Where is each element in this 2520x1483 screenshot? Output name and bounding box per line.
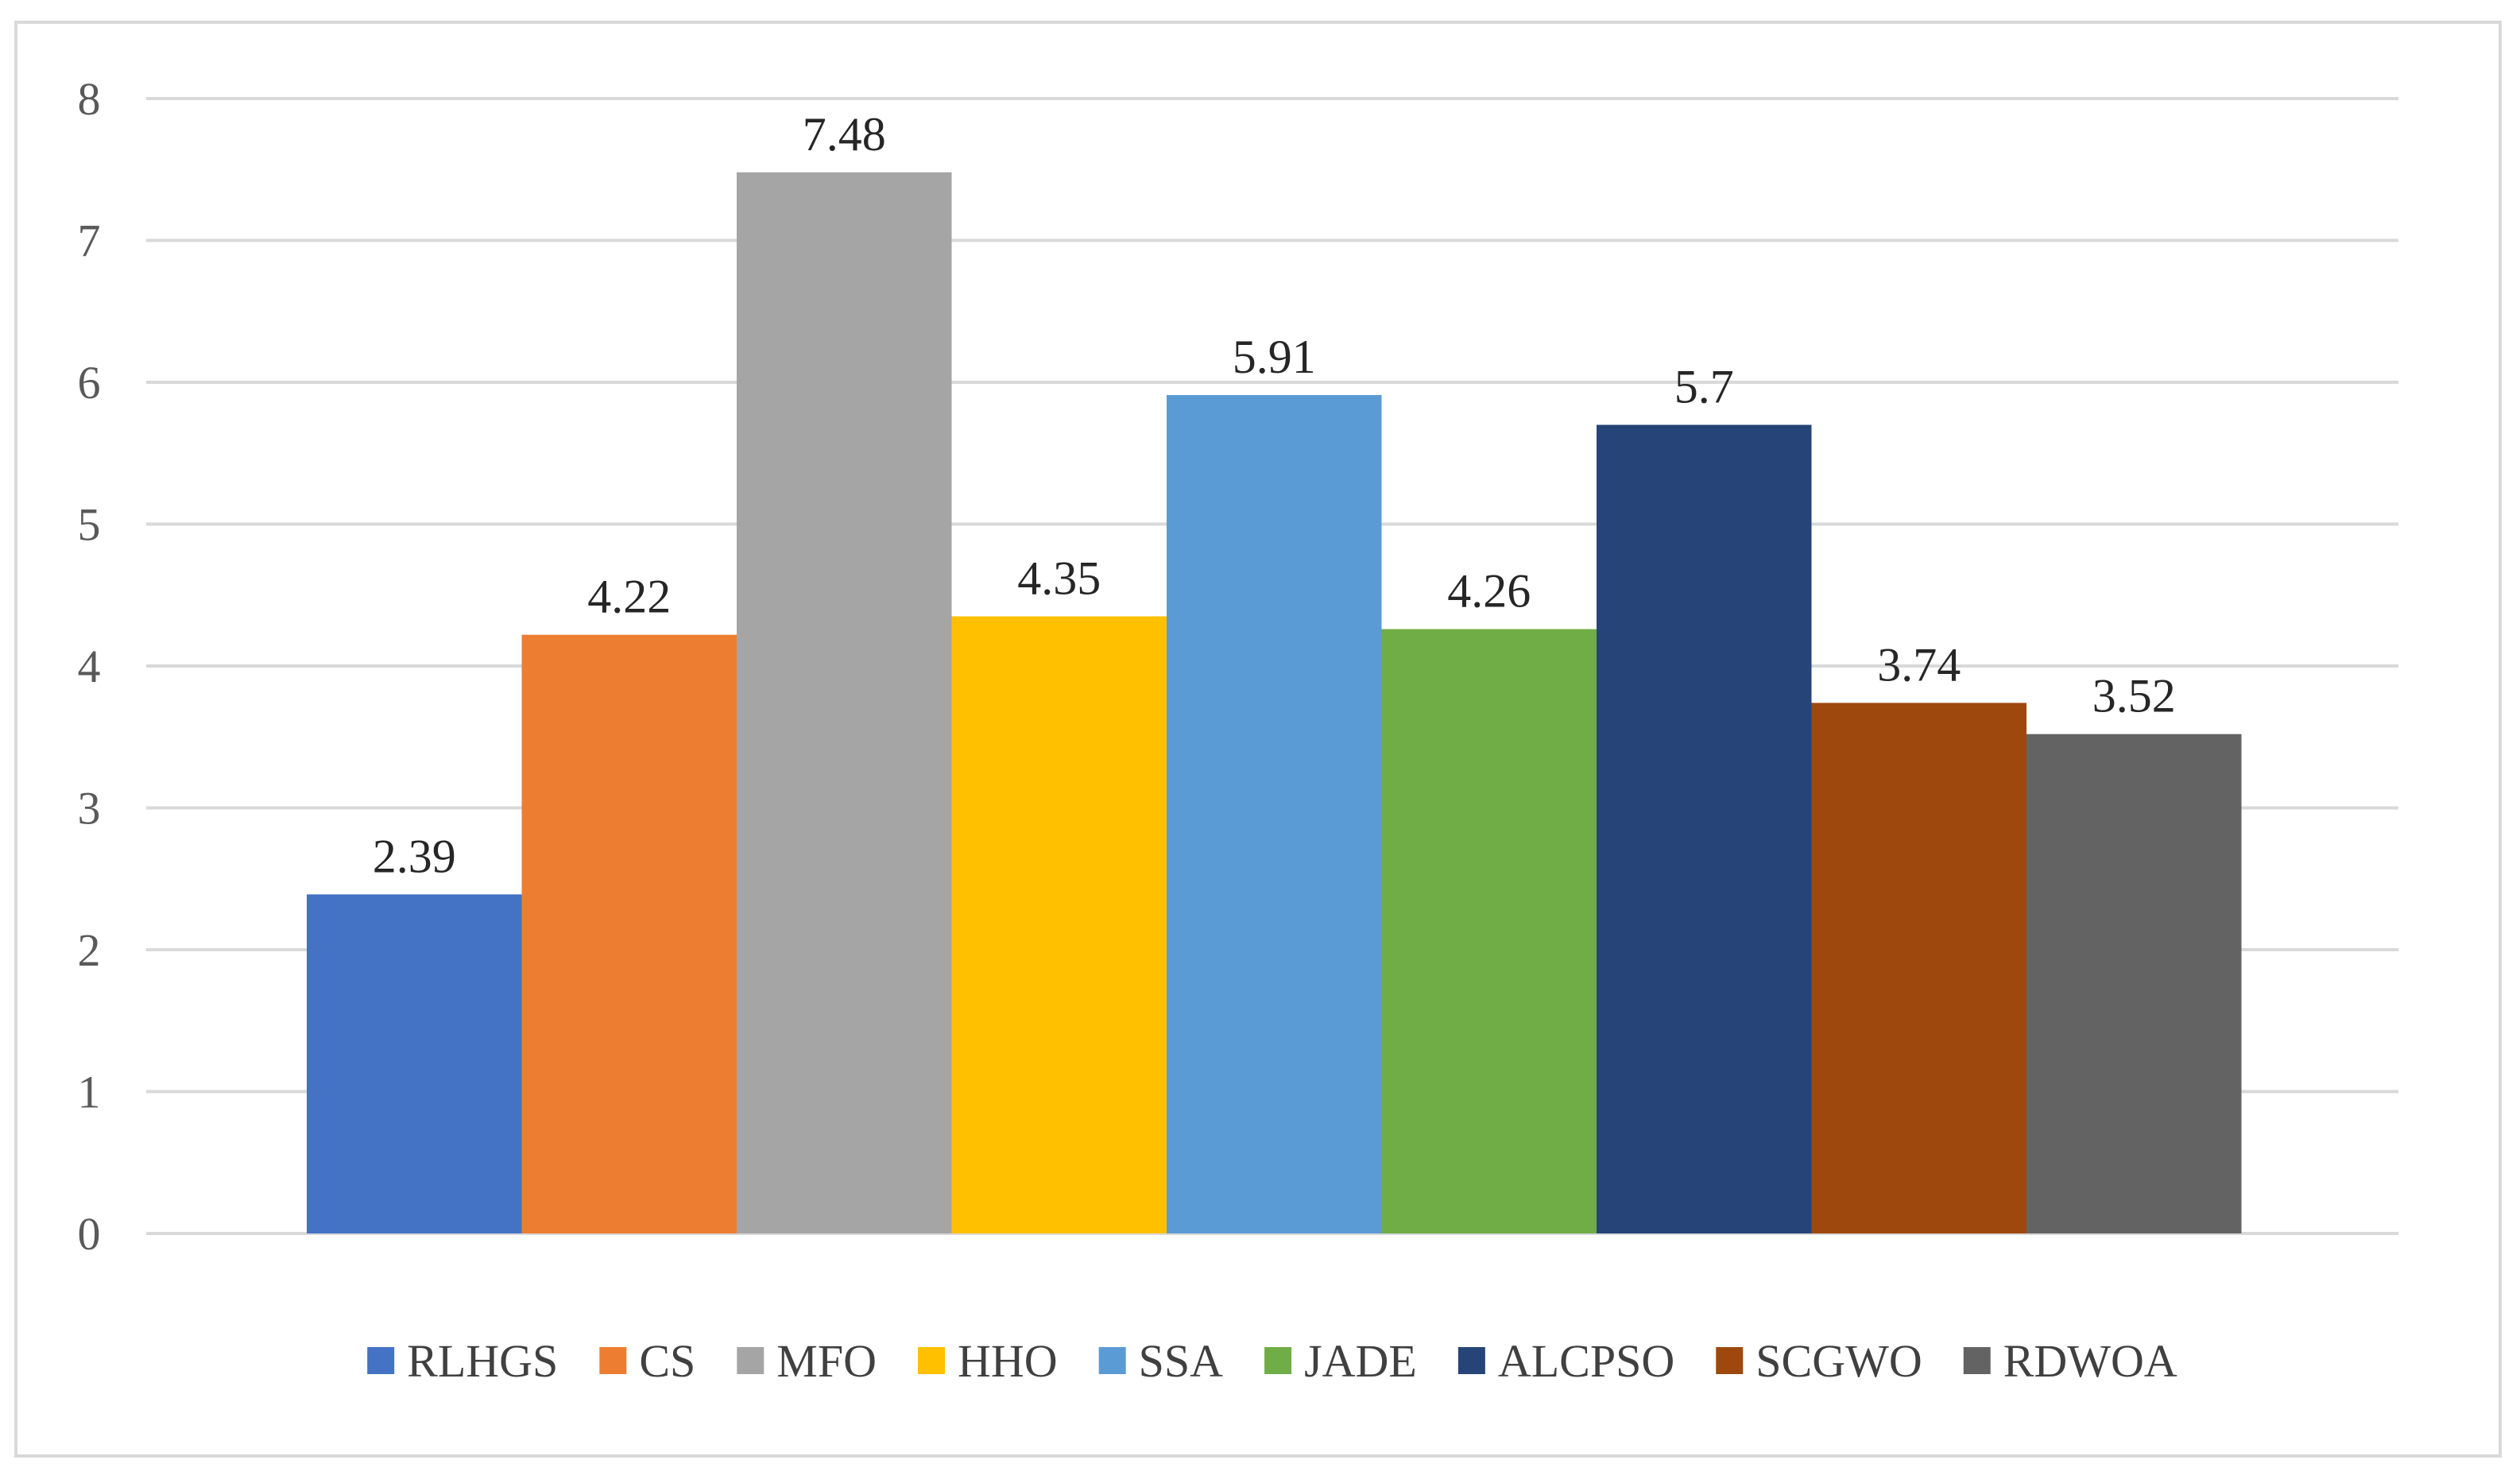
- y-tick-label: 2: [78, 924, 101, 976]
- legend-swatch: [599, 1347, 627, 1374]
- legend: RLHGS CS MFO HHO SSA JADE ALCPSO SCGWO RDWOA: [367, 1335, 2177, 1387]
- data-label-scgwo: 3.74: [1877, 638, 1961, 691]
- data-label-ssa: 5.91: [1233, 331, 1316, 383]
- data-label-rdwoa: 3.52: [2092, 670, 2176, 722]
- y-tick-label: 3: [78, 783, 101, 834]
- legend-item-jade: JADE: [1264, 1335, 1417, 1387]
- y-tick-label: 0: [78, 1208, 101, 1260]
- legend-label: SSA: [1139, 1335, 1224, 1387]
- legend-item-hho: HHO: [918, 1335, 1058, 1387]
- data-label-mfo: 7.48: [803, 108, 886, 161]
- y-tick-label: 5: [78, 499, 101, 551]
- bar-hho: [951, 616, 1167, 1233]
- bar-scgwo: [1811, 703, 2026, 1233]
- legend-label: MFO: [776, 1335, 877, 1387]
- legend-label: RLHGS: [407, 1335, 558, 1387]
- legend-item-cs: CS: [599, 1335, 695, 1387]
- legend-swatch: [1457, 1347, 1485, 1374]
- legend-label: JADE: [1304, 1335, 1417, 1387]
- legend-swatch: [1963, 1347, 1991, 1374]
- data-label-hho: 4.35: [1017, 552, 1101, 605]
- legend-item-mfo: MFO: [737, 1335, 877, 1387]
- y-tick-label: 1: [78, 1067, 101, 1118]
- data-labels: 2.39 4.22 7.48 4.35 5.91 4.26 5.7 3.74 3.52: [373, 108, 2176, 883]
- legend-label: SCGWO: [1755, 1335, 1922, 1387]
- data-label-rlhgs: 2.39: [373, 830, 456, 882]
- legend-item-rdwoa: RDWOA: [1963, 1335, 2177, 1387]
- y-tick-label: 8: [78, 73, 101, 125]
- legend-item-alcpso: ALCPSO: [1457, 1335, 1674, 1387]
- legend-swatch: [1264, 1347, 1292, 1374]
- y-tick-label: 7: [78, 215, 101, 267]
- data-label-jade: 4.26: [1447, 565, 1531, 618]
- data-label-cs: 4.22: [587, 571, 671, 623]
- y-tick-label: 6: [78, 357, 101, 409]
- data-label-alcpso: 5.7: [1674, 361, 1734, 413]
- bar-rdwoa: [2026, 734, 2242, 1233]
- bar-cs: [521, 634, 737, 1233]
- bar-jade: [1381, 629, 1597, 1233]
- bar-ssa: [1167, 395, 1382, 1234]
- legend-swatch: [737, 1347, 765, 1374]
- legend-swatch: [1098, 1347, 1126, 1374]
- bar-alcpso: [1597, 424, 1812, 1233]
- legend-item-scgwo: SCGWO: [1716, 1335, 1922, 1387]
- legend-label: ALCPSO: [1498, 1335, 1674, 1387]
- legend-swatch: [1716, 1347, 1744, 1374]
- bars: [307, 172, 2242, 1234]
- legend-swatch: [367, 1347, 395, 1374]
- legend-label: CS: [639, 1335, 695, 1387]
- chart-frame: 0 1 2 3 4 5 6 7 8 2.39 4.22 7.48 4.35 5.91 4.26 5.7 3.7…: [14, 21, 2502, 1458]
- bar-rlhgs: [307, 894, 522, 1233]
- y-tick-label: 4: [78, 641, 101, 692]
- legend-label: RDWOA: [2003, 1335, 2177, 1387]
- legend-label: HHO: [958, 1335, 1058, 1387]
- legend-swatch: [918, 1347, 945, 1374]
- y-axis-ticks: 0 1 2 3 4 5 6 7 8: [78, 73, 101, 1260]
- bar-chart: 0 1 2 3 4 5 6 7 8 2.39 4.22 7.48 4.35 5.91 4.26 5.7 3.7…: [78, 73, 2398, 1387]
- bar-mfo: [737, 172, 952, 1233]
- legend-item-rlhgs: RLHGS: [367, 1335, 558, 1387]
- legend-item-ssa: SSA: [1098, 1335, 1224, 1387]
